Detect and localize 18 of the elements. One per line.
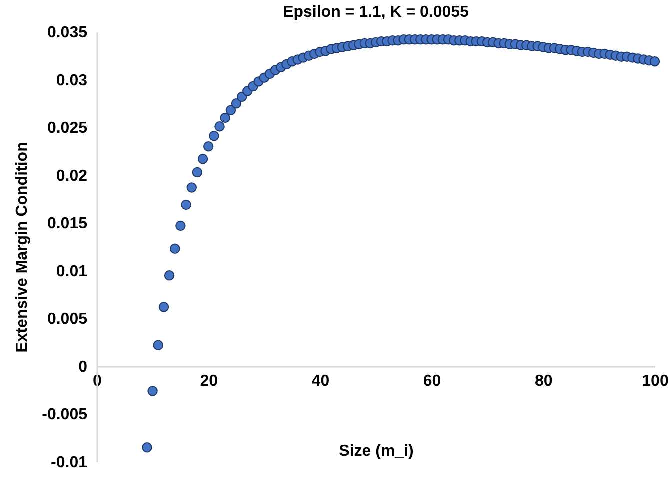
y-tick-label: 0.005 [47,311,88,328]
y-tick-label: 0 [78,358,88,376]
y-tick-label: 0.035 [47,24,88,42]
y-tick-label: 0.01 [56,263,88,280]
x-axis-title: Size (m_i) [339,442,414,460]
y-tick-label: -0.005 [42,406,88,424]
chart-title: Epsilon = 1.1, K = 0.0055 [283,4,470,21]
x-tick-label: 100 [642,372,669,390]
x-tick-label: 20 [200,372,218,390]
x-tick-label: 60 [423,372,442,390]
y-tick-label: 0.03 [56,72,88,90]
x-tick-label: 40 [312,372,330,390]
y-tick-label: -0.01 [51,454,88,472]
y-axis-title: Extensive Margin Condition [14,142,32,353]
y-tick-label: 0.015 [47,216,88,233]
y-tick-label: 0.02 [56,168,88,185]
x-tick-label: 80 [535,372,553,390]
y-tick-label: 0.025 [47,120,88,138]
